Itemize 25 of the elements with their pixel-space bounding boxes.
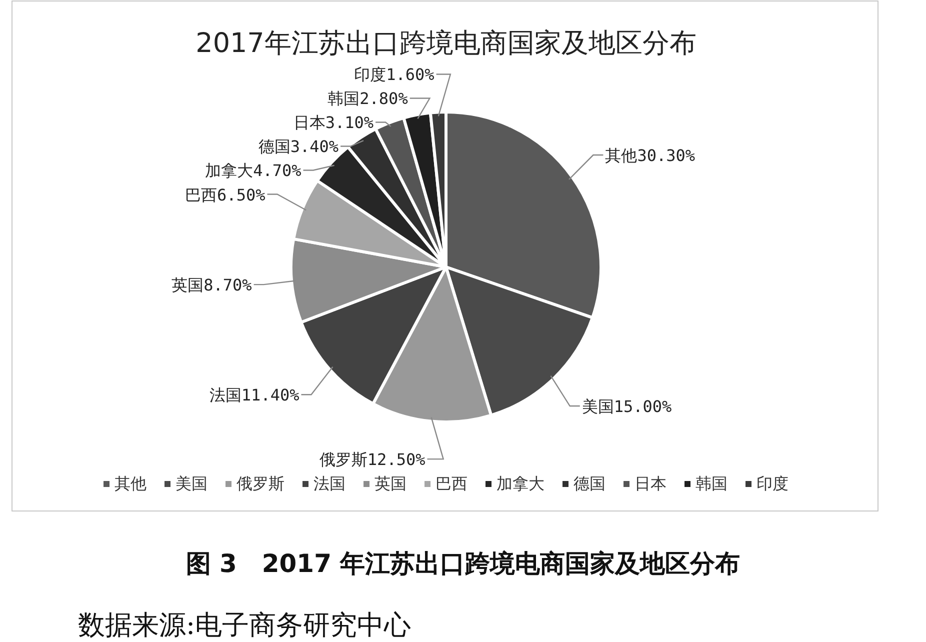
category-label: 巴西6.50% — [185, 185, 266, 204]
legend-label: 日本 — [634, 474, 666, 493]
legend-label: 印度 — [756, 474, 788, 493]
legend-label: 俄罗斯 — [236, 474, 284, 493]
source-note: 数据来源:电子商务研究中心 — [78, 610, 412, 641]
category-label: 印度1.60% — [354, 65, 434, 84]
category-label: 英国8.70% — [172, 276, 252, 295]
category-label: 日本3.10% — [293, 113, 374, 132]
legend-label: 加拿大 — [496, 474, 544, 493]
legend-label: 韩国 — [696, 474, 728, 493]
category-label: 其他30.30% — [605, 146, 695, 166]
legend-label: 德国 — [574, 474, 606, 493]
category-label: 法国11.40% — [209, 386, 300, 405]
chart-title: 2017年江苏出口跨境电商国家及地区分布 — [196, 28, 696, 59]
category-label: 俄罗斯12.50% — [319, 450, 426, 470]
category-label: 美国15.00% — [582, 397, 672, 416]
category-label: 加拿大4.70% — [205, 161, 302, 180]
category-label: 韩国2.80% — [328, 89, 408, 108]
category-label: 德国3.40% — [258, 137, 339, 156]
legend-label: 美国 — [176, 474, 208, 493]
caption: 图 3 2017 年江苏出口跨境电商国家及地区分布 — [186, 549, 740, 578]
legend-label: 巴西 — [436, 474, 468, 493]
legend-label: 英国 — [374, 474, 406, 493]
legend-label: 其他 — [114, 474, 146, 493]
legend-label: 法国 — [314, 474, 346, 493]
